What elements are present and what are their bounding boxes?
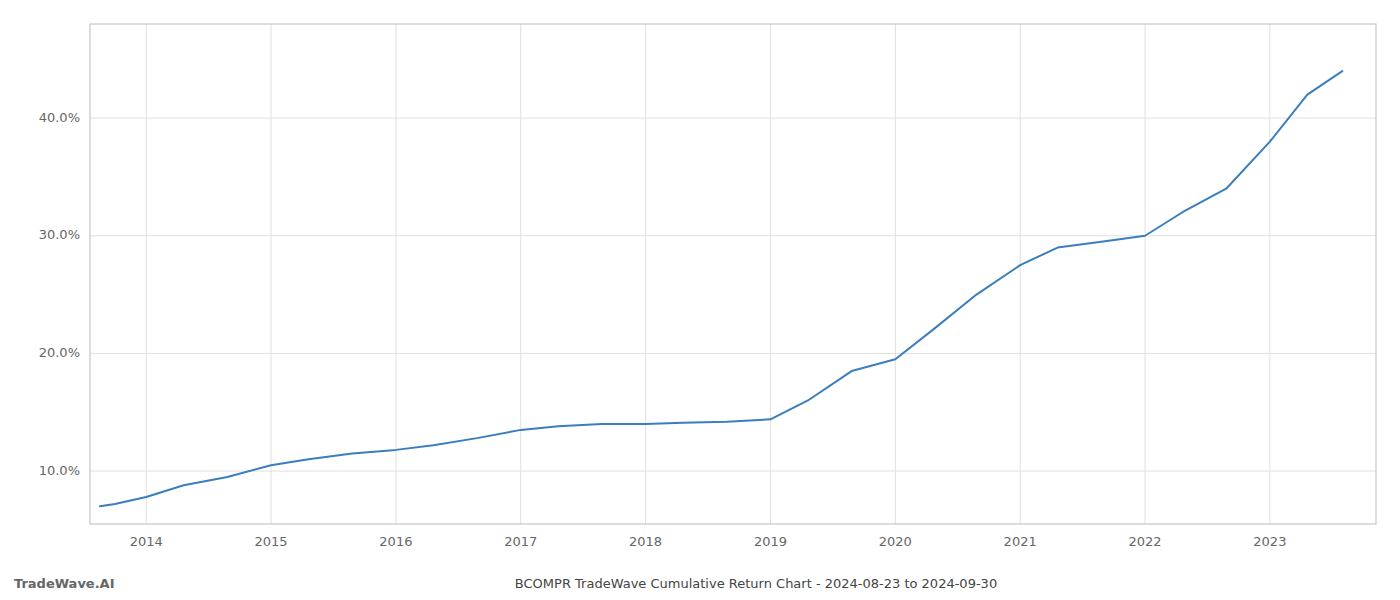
chart: 10.0% 20.0% 30.0% 40.0% 2014 2015 2016 2017 2018… [0, 0, 1400, 600]
data-layer [100, 71, 1342, 506]
plot-frame [90, 24, 1376, 524]
y-grid-line [90, 118, 1376, 119]
watermark: TradeWave.AI [14, 576, 115, 591]
x-grid-line [1269, 24, 1270, 524]
line [100, 71, 1342, 506]
x-tick-label: 2022 [1128, 534, 1161, 549]
texts: TradeWave.AI BCOMPR TradeWave Cumulative … [14, 576, 997, 591]
y-tick-label: 20.0% [39, 345, 80, 360]
grid [90, 24, 1376, 524]
x-tick-label: 2014 [130, 534, 163, 549]
axes: 10.0% 20.0% 30.0% 40.0% 2014 2015 2016 2017 2018… [39, 24, 1376, 549]
x-grid-line [770, 24, 771, 524]
x-tick-label: 2019 [754, 534, 787, 549]
y-tick-label: 10.0% [39, 463, 80, 478]
y-tick-label: 40.0% [39, 110, 80, 125]
x-tick-label: 2016 [379, 534, 412, 549]
x-tick-label: 2015 [254, 534, 287, 549]
y-tick-label: 30.0% [39, 227, 80, 242]
y-grid-line [90, 235, 1376, 236]
x-grid-line [1020, 24, 1021, 524]
x-tick-label: 2018 [629, 534, 662, 549]
x-grid-line [146, 24, 147, 524]
x-tick-label: 2023 [1253, 534, 1286, 549]
y-grid-line [90, 353, 1376, 354]
x-grid-line [645, 24, 646, 524]
title: BCOMPR TradeWave Cumulative Return Chart… [515, 576, 997, 591]
x-tick-label: 2021 [1004, 534, 1037, 549]
x-grid-line [520, 24, 521, 524]
x-grid-line [1145, 24, 1146, 524]
y-grid-line [90, 471, 1376, 472]
x-grid-line [271, 24, 272, 524]
x-grid-line [895, 24, 896, 524]
x-tick-label: 2017 [504, 534, 537, 549]
x-tick-label: 2020 [879, 534, 912, 549]
